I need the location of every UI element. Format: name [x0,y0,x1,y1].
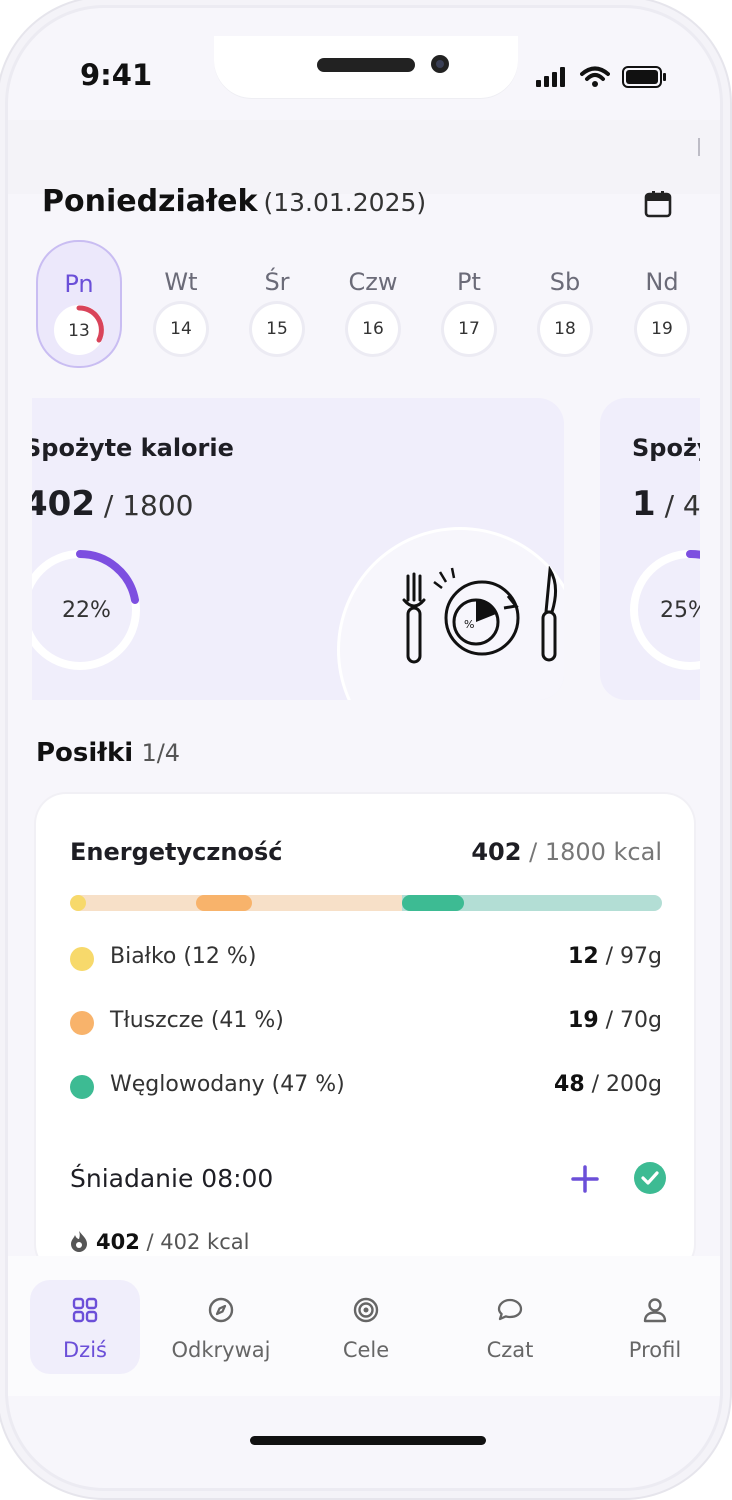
meals-ring [630,550,700,670]
speaker [317,58,415,72]
home-indicator[interactable] [250,1436,486,1445]
carbs-dot [70,1075,94,1099]
app-bar [8,120,720,194]
day-label: Pn [64,270,94,298]
status-icons [536,66,668,88]
day-number: 15 [252,304,302,354]
macro-amount: 48 / 200g [554,1072,662,1097]
compass-icon [208,1297,234,1323]
macro-row-fat: Tłuszcze (41 %) 19 / 70g [70,1008,662,1040]
chat-icon [497,1298,523,1321]
macro-row-carbs: Węglowodany (47 %) 48 / 200g [70,1072,662,1104]
nav-label: Cele [342,1338,390,1362]
add-meal-button[interactable] [570,1164,600,1194]
day-number: 13 [68,321,90,341]
fat-fill [196,895,252,911]
meal-title: Śniadanie 08:00 [70,1164,274,1193]
day-item-pn[interactable]: Pn 13 [36,240,122,368]
card-value: 1 / 4 [632,484,700,524]
nutrition-summary-card: Energetyczność 402 / 1800 kcal Białko (1… [36,794,694,1274]
macro-progress-bar [70,895,662,911]
nav-label: Profil [628,1338,682,1362]
wifi-icon [580,66,610,87]
date-header: Poniedziałek (13.01.2025) [42,184,688,232]
macro-name: Tłuszcze (41 %) [110,1008,284,1033]
macro-amount: 12 / 97g [568,944,662,969]
bottom-navigation: Dziś Odkrywaj Cele Czat [8,1256,720,1396]
day-label: Pt [457,268,481,296]
protein-fill [70,895,86,911]
meal-plan-illustration: % [402,566,557,664]
energy-label: Energetyczność [70,838,283,866]
battery-icon [622,66,666,88]
card-value: 402 / 1800 [32,484,194,524]
meals-heading: Posiłki 1/4 [36,738,181,768]
meals-card[interactable]: Spoży 1 / 4 25% [600,398,700,700]
day-item-pt[interactable]: Pt 17 [428,242,510,366]
protein-dot [70,947,94,971]
grid-icon [72,1297,98,1323]
card-title: Spożyte kalorie [32,434,234,462]
status-time: 9:41 [80,58,153,92]
meal-kcal: 402 / 402 kcal [70,1230,249,1254]
user-icon [643,1298,667,1323]
meal-done-check-icon[interactable] [634,1162,666,1194]
day-label: Wt [164,268,198,296]
macro-name: Węglowodany (47 %) [110,1072,345,1097]
fat-dot [70,1011,94,1035]
carbs-track [402,895,662,911]
nav-label: Czat [486,1338,534,1362]
svg-text:%: % [464,618,474,631]
day-number: 14 [156,304,206,354]
camera [431,55,449,73]
day-number: 17 [444,304,494,354]
day-item-sb[interactable]: Sb 18 [524,242,606,366]
day-name: Poniedziałek [42,184,258,219]
day-date: (13.01.2025) [263,188,427,217]
day-number: 16 [348,304,398,354]
phone-frame: 9:41 Poniedziałek (13.01.2025) [8,8,720,1488]
nav-item-odkrywaj[interactable]: Odkrywaj [166,1280,276,1374]
energy-value: 402 / 1800 kcal [471,838,662,866]
macro-amount: 19 / 70g [568,1008,662,1033]
week-strip: Pn 13 Wt 14 Śr 15 Czw 16 Pt 17 Sb 18 [34,240,714,374]
carbs-fill [402,895,464,911]
stats-carousel[interactable]: Spożyte kalorie 402 / 1800 22% % Spoż [32,390,700,700]
calendar-icon[interactable] [644,190,672,218]
macro-row-protein: Białko (12 %) 12 / 97g [70,944,662,976]
day-item-sr[interactable]: Śr 15 [236,242,318,366]
nav-item-dzis[interactable]: Dziś [30,1280,140,1374]
nav-label: Odkrywaj [171,1338,271,1362]
day-label: Czw [348,268,398,296]
day-label: Sb [549,268,581,296]
day-label: Nd [645,268,679,296]
day-item-wt[interactable]: Wt 14 [140,242,222,366]
nav-item-profil[interactable]: Profil [600,1280,710,1374]
protein-track [70,895,196,911]
calories-card[interactable]: Spożyte kalorie 402 / 1800 22% % [32,398,564,700]
target-icon [353,1297,379,1323]
day-number: 18 [540,304,590,354]
day-label: Śr [264,268,290,296]
nav-label: Dziś [63,1338,107,1362]
macro-name: Białko (12 %) [110,944,257,969]
card-title: Spoży [632,434,700,462]
day-number: 19 [637,304,687,354]
nav-item-cele[interactable]: Cele [311,1280,421,1374]
day-progress-ring [54,305,104,355]
nav-item-czat[interactable]: Czat [455,1280,565,1374]
fire-icon [71,1231,87,1252]
signal-icon [536,67,565,87]
appbar-edge [698,138,700,156]
card-percent: 22% [62,598,111,623]
day-item-nd[interactable]: Nd 19 [621,242,703,366]
notch [214,36,518,98]
card-percent: 25% [660,598,700,623]
day-item-czw[interactable]: Czw 16 [332,242,414,366]
calories-ring [32,550,140,670]
